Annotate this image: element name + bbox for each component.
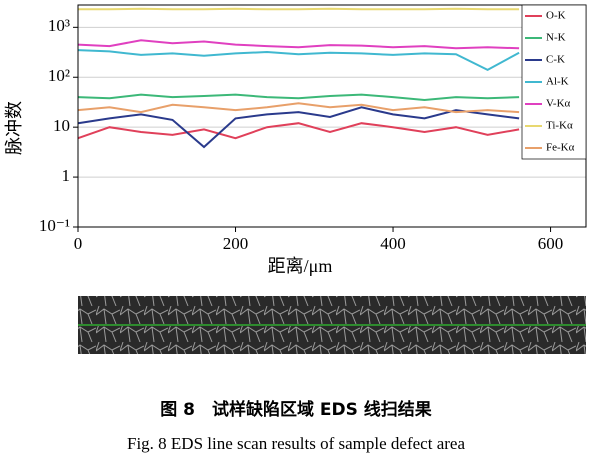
caption-cn: 图 8 试样缺陷区域 EDS 线扫结果 <box>160 399 432 420</box>
series-line <box>77 106 520 149</box>
series-line <box>77 93 520 102</box>
x-tick-label: 200 <box>223 234 249 253</box>
y-tick-label: 1 <box>62 166 71 185</box>
legend-label: V-Kα <box>546 98 571 110</box>
series-line <box>77 39 520 50</box>
y-tick-label: 10² <box>48 66 70 85</box>
x-tick-label: 600 <box>538 234 564 253</box>
series-line <box>77 102 520 114</box>
x-tick-label: 0 <box>74 234 83 253</box>
series-line <box>78 7 520 11</box>
legend-label: O-K <box>546 10 566 22</box>
y-tick-label: 10 <box>53 116 70 135</box>
x-axis-label: 距离/μm <box>268 256 333 276</box>
y-axis-label: 脉冲数 <box>4 101 24 155</box>
legend-label: C-K <box>546 54 565 66</box>
legend-label: Fe-Kα <box>546 142 575 154</box>
x-tick-label: 400 <box>380 234 406 253</box>
legend-label: Al-K <box>546 76 569 88</box>
legend-label: Ti-Kα <box>546 120 573 132</box>
series-line <box>77 122 520 140</box>
y-tick-label: 10⁻¹ <box>39 216 70 235</box>
series-line <box>77 49 520 72</box>
legend-label: N-K <box>546 32 566 44</box>
caption-en: Fig. 8 EDS line scan results of sample d… <box>127 434 465 453</box>
y-tick-label: 10³ <box>48 16 70 35</box>
